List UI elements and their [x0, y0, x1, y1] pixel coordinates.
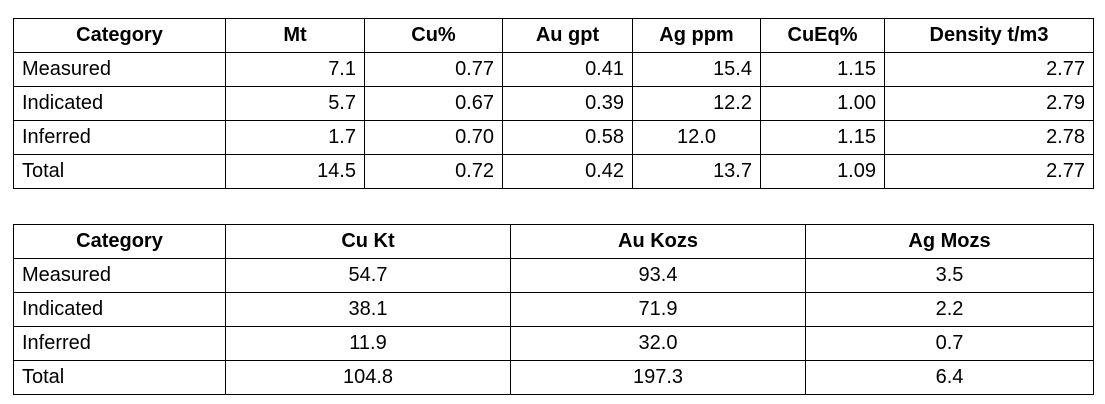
- row-label: Total: [13, 154, 226, 189]
- cell: 3.5: [805, 258, 1094, 293]
- row-label: Measured: [13, 52, 226, 87]
- header-cell: CuEq%: [760, 18, 885, 53]
- row: Indicated 38.1 71.9 2.2: [13, 292, 1094, 327]
- metal-table: Category Cu Kt Au Kozs Ag Mozs Measured 54.7 9…: [13, 224, 1094, 395]
- cell: 13.7: [632, 154, 761, 189]
- cell: 12.2: [632, 86, 761, 121]
- row-label: Indicated: [13, 86, 226, 121]
- cell: 15.4: [632, 52, 761, 87]
- cell: 0.72: [364, 154, 503, 189]
- header-cell: Mt: [225, 18, 365, 53]
- cell: 71.9: [510, 292, 806, 327]
- cell: 5.7: [225, 86, 365, 121]
- cell: 1.09: [760, 154, 885, 189]
- cell: 12.0: [632, 120, 761, 155]
- header-cell: Ag ppm: [632, 18, 761, 53]
- cell: 0.67: [364, 86, 503, 121]
- row-label: Measured: [13, 258, 226, 293]
- row-label: Total: [13, 360, 226, 395]
- cell: 14.5: [225, 154, 365, 189]
- row: Indicated 5.7 0.67 0.39 12.2 1.00 2.79: [13, 86, 1094, 121]
- cell: 0.42: [502, 154, 633, 189]
- cell: 2.78: [884, 120, 1094, 155]
- row: Total 104.8 197.3 6.4: [13, 360, 1094, 395]
- row-label: Inferred: [13, 120, 226, 155]
- cell: 2.77: [884, 154, 1094, 189]
- row: Inferred 1.7 0.70 0.58 12.0 1.15 2.78: [13, 120, 1094, 155]
- cell: 11.9: [225, 326, 511, 361]
- cell: 0.39: [502, 86, 633, 121]
- cell: 32.0: [510, 326, 806, 361]
- cell: 2.79: [884, 86, 1094, 121]
- header-cell: Au gpt: [502, 18, 633, 53]
- header-row: Category Cu Kt Au Kozs Ag Mozs: [13, 224, 1094, 259]
- cell: 54.7: [225, 258, 511, 293]
- cell: 1.15: [760, 52, 885, 87]
- row-label: Inferred: [13, 326, 226, 361]
- row: Measured 54.7 93.4 3.5: [13, 258, 1094, 293]
- header-cell: Density t/m3: [884, 18, 1094, 53]
- cell: 2.77: [884, 52, 1094, 87]
- cell: 1.00: [760, 86, 885, 121]
- header-cell: Category: [13, 18, 226, 53]
- header-cell: Cu%: [364, 18, 503, 53]
- cell: 1.7: [225, 120, 365, 155]
- cell: 2.2: [805, 292, 1094, 327]
- cell: 1.15: [760, 120, 885, 155]
- cell: 0.70: [364, 120, 503, 155]
- row: Inferred 11.9 32.0 0.7: [13, 326, 1094, 361]
- header-cell: Cu Kt: [225, 224, 511, 259]
- cell: 0.77: [364, 52, 503, 87]
- cell: 38.1: [225, 292, 511, 327]
- cell: 7.1: [225, 52, 365, 87]
- header-row: Category Mt Cu% Au gpt Ag ppm CuEq% Density t/…: [13, 18, 1094, 53]
- header-cell: Au Kozs: [510, 224, 806, 259]
- cell: 197.3: [510, 360, 806, 395]
- row-label: Indicated: [13, 292, 226, 327]
- header-cell: Ag Mozs: [805, 224, 1094, 259]
- grade-table: Category Mt Cu% Au gpt Ag ppm CuEq% Density t/…: [13, 18, 1094, 189]
- cell: 104.8: [225, 360, 511, 395]
- row: Total 14.5 0.72 0.42 13.7 1.09 2.77: [13, 154, 1094, 189]
- cell: 6.4: [805, 360, 1094, 395]
- cell: 0.7: [805, 326, 1094, 361]
- cell: 0.58: [502, 120, 633, 155]
- cell: 93.4: [510, 258, 806, 293]
- row: Measured 7.1 0.77 0.41 15.4 1.15 2.77: [13, 52, 1094, 87]
- cell: 0.41: [502, 52, 633, 87]
- header-cell: Category: [13, 224, 226, 259]
